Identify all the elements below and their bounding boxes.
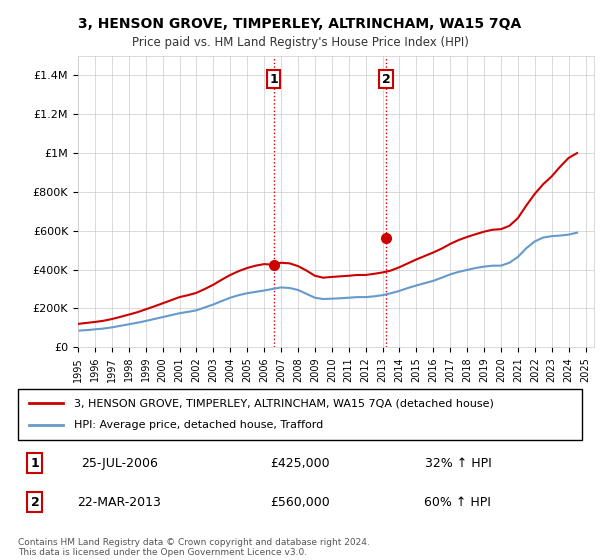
Text: 3, HENSON GROVE, TIMPERLEY, ALTRINCHAM, WA15 7QA (detached house): 3, HENSON GROVE, TIMPERLEY, ALTRINCHAM, … bbox=[74, 398, 494, 408]
Text: 3, HENSON GROVE, TIMPERLEY, ALTRINCHAM, WA15 7QA: 3, HENSON GROVE, TIMPERLEY, ALTRINCHAM, … bbox=[79, 17, 521, 31]
Text: 2: 2 bbox=[382, 73, 391, 86]
Text: 1: 1 bbox=[269, 73, 278, 86]
Text: 1: 1 bbox=[31, 456, 39, 470]
Text: £560,000: £560,000 bbox=[270, 496, 330, 508]
Text: Price paid vs. HM Land Registry's House Price Index (HPI): Price paid vs. HM Land Registry's House … bbox=[131, 36, 469, 49]
Text: HPI: Average price, detached house, Trafford: HPI: Average price, detached house, Traf… bbox=[74, 421, 323, 431]
FancyBboxPatch shape bbox=[18, 389, 582, 440]
Text: 2: 2 bbox=[31, 496, 39, 508]
Text: Contains HM Land Registry data © Crown copyright and database right 2024.
This d: Contains HM Land Registry data © Crown c… bbox=[18, 538, 370, 557]
Text: 32% ↑ HPI: 32% ↑ HPI bbox=[425, 456, 491, 470]
Text: 25-JUL-2006: 25-JUL-2006 bbox=[81, 456, 158, 470]
Text: 22-MAR-2013: 22-MAR-2013 bbox=[77, 496, 161, 508]
Text: 60% ↑ HPI: 60% ↑ HPI bbox=[424, 496, 491, 508]
Text: £425,000: £425,000 bbox=[270, 456, 330, 470]
